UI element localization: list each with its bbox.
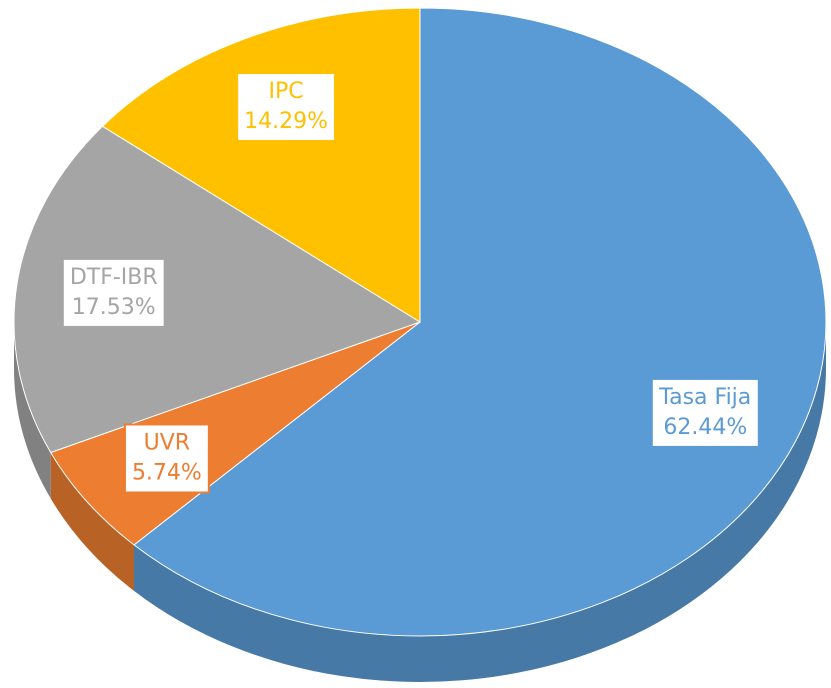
slice-side — [134, 322, 826, 683]
data-label: DTF-IBR 17.53% — [61, 257, 166, 328]
data-labels: Tasa Fija 62.44% UVR 5.74% DTF-IBR 17.53% IPC 1… — [61, 72, 760, 494]
label-category: IPC — [269, 79, 304, 104]
data-label: IPC 14.29% — [236, 72, 337, 143]
label-value: 5.74% — [132, 460, 202, 485]
label-box — [236, 72, 337, 143]
data-label: UVR 5.74% — [123, 423, 210, 494]
slice — [133, 7, 827, 637]
data-label: Tasa Fija 62.44% — [650, 377, 760, 448]
label-category: DTF-IBR — [70, 265, 158, 290]
label-value: 14.29% — [244, 109, 328, 134]
label-box — [123, 423, 210, 494]
label-category: UVR — [144, 430, 190, 455]
pie-tops — [13, 7, 827, 637]
slice-side — [14, 322, 51, 499]
pie-sides — [14, 322, 826, 683]
label-box — [61, 257, 166, 328]
slice — [13, 125, 422, 454]
label-box — [650, 377, 760, 448]
slice — [101, 7, 421, 323]
label-value: 62.44% — [663, 415, 747, 440]
slice-side — [50, 452, 134, 591]
label-value: 17.53% — [72, 295, 156, 320]
label-category: Tasa Fija — [658, 385, 751, 410]
